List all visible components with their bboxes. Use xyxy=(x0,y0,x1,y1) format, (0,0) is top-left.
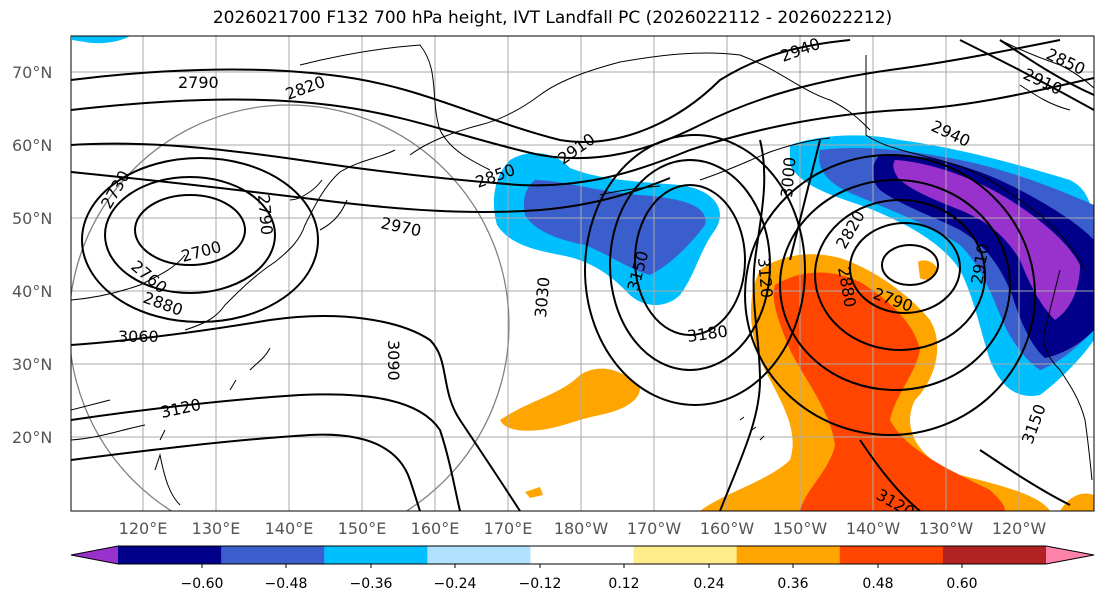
colorbar: −0.60 −0.48 −0.36 −0.24 −0.12 0.12 0.24 … xyxy=(70,545,1095,592)
lon-label: 180°W xyxy=(554,519,609,538)
map-title: 2026021700 F132 700 hPa height, IVT Land… xyxy=(212,8,893,28)
colorbar-tick-label: −0.24 xyxy=(434,576,477,592)
colorbar-swatch xyxy=(427,546,531,564)
lat-label: 60°N xyxy=(12,136,52,155)
lat-label: 40°N xyxy=(12,282,52,301)
region-circle xyxy=(71,104,510,511)
colorbar-swatch xyxy=(118,546,222,564)
contour-label: 3060 xyxy=(118,327,159,346)
colorbar-tick-label: 0.48 xyxy=(862,576,893,592)
lon-label: 130°W xyxy=(919,519,974,538)
colorbar-tick-label: −0.48 xyxy=(265,576,308,592)
contour-label: 2790 xyxy=(178,73,219,92)
lon-label: 150°E xyxy=(338,519,387,538)
colorbar-swatch xyxy=(71,546,118,564)
colorbar-tick-label: 0.24 xyxy=(693,576,724,592)
lon-label: 140°W xyxy=(846,519,901,538)
colorbar-ticks xyxy=(201,564,963,568)
colorbar-swatch xyxy=(1046,546,1094,564)
contour-label: 3120 xyxy=(754,257,776,299)
colorbar-swatch xyxy=(736,546,841,564)
lon-label: 170°W xyxy=(627,519,682,538)
colorbar-swatch xyxy=(324,546,428,564)
contour-label: 3090 xyxy=(384,340,403,381)
map-frame xyxy=(70,35,1095,512)
colorbar-tick-labels: −0.60 −0.48 −0.36 −0.24 −0.12 0.12 0.24 … xyxy=(181,576,978,592)
height-contours xyxy=(71,39,1094,511)
map-panel: 2790 2820 2940 2910 2850 2910 2850 2730 … xyxy=(71,36,1094,511)
lon-label: 140°E xyxy=(265,519,314,538)
latitude-labels: 70°N 60°N 50°N 40°N 30°N 20°N xyxy=(12,63,52,447)
contour-label: 3000 xyxy=(777,156,799,198)
colorbar-swatch xyxy=(221,546,325,564)
colorbar-tick-label: 0.12 xyxy=(608,576,639,592)
coastlines xyxy=(71,39,1094,506)
lon-label: 160°E xyxy=(411,519,460,538)
contour-label: 2790 xyxy=(254,194,276,236)
contour-label: 3030 xyxy=(531,276,553,318)
lon-label: 120°E xyxy=(119,519,168,538)
colorbar-tick-label: −0.60 xyxy=(181,576,224,592)
colorbar-swatch xyxy=(942,546,1047,564)
lon-label: 160°W xyxy=(700,519,755,538)
colorbar-tick-label: 0.60 xyxy=(946,576,977,592)
lon-label: 150°W xyxy=(773,519,828,538)
ivt-positive-shading xyxy=(500,254,1094,511)
longitude-labels: 120°E 130°E 140°E 150°E 160°E 170°E 180°… xyxy=(119,519,1047,538)
lon-label: 130°E xyxy=(192,519,241,538)
colorbar-swatch xyxy=(839,546,944,564)
colorbar-tick-label: −0.12 xyxy=(519,576,562,592)
lon-label: 170°E xyxy=(484,519,533,538)
lat-label: 20°N xyxy=(12,428,52,447)
lat-label: 70°N xyxy=(12,63,52,82)
lon-label: 120°W xyxy=(992,519,1047,538)
colorbar-tick-label: −0.36 xyxy=(350,576,393,592)
colorbar-swatch xyxy=(633,546,738,564)
lat-label: 30°N xyxy=(12,355,52,374)
colorbar-swatches xyxy=(70,545,1095,565)
colorbar-swatch xyxy=(530,546,635,564)
colorbar-outline xyxy=(70,545,1095,565)
colorbar-tick-label: 0.36 xyxy=(777,576,808,592)
lat-label: 50°N xyxy=(12,209,52,228)
